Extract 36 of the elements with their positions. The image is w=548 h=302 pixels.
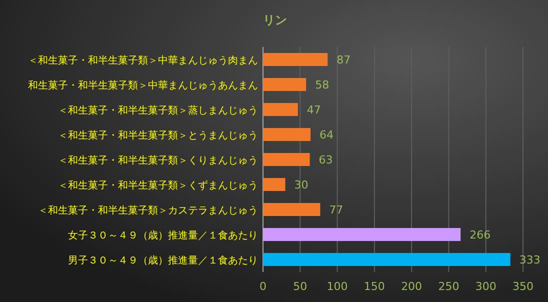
data-label: 58 (315, 78, 330, 92)
x-tick-label: 250 (438, 280, 460, 293)
y-tick-label: 男子３０～４９（歳）推進量／１食あたり (68, 254, 258, 266)
bar (263, 128, 311, 141)
y-tick-label: ＜和生菓子・和半生菓子類＞カステラまんじゅう (38, 204, 258, 216)
x-tick-label: 150 (364, 280, 385, 293)
data-label: 47 (306, 104, 321, 116)
data-label: 30 (294, 178, 308, 192)
y-tick-label: ＜和生菓子・和半生菓子類＞とうまんじゅう (58, 130, 258, 142)
chart-title: リン (263, 13, 287, 27)
x-tick-label: 50 (293, 280, 308, 293)
data-label: 266 (470, 228, 491, 242)
y-tick-label: ＜和生菓子・和半生菓子類＞くずまんじゅう (58, 180, 258, 192)
x-tick-label: 200 (401, 280, 422, 293)
y-tick-label: ＜和生菓子・和半生菓子類＞蒸しまんじゅう (58, 104, 258, 116)
x-tick-label: 100 (326, 280, 348, 293)
data-label: 63 (318, 154, 333, 166)
bar (263, 53, 328, 66)
data-label: 87 (336, 54, 351, 66)
bar (263, 203, 320, 216)
bar (263, 78, 306, 91)
bar (263, 228, 461, 241)
x-tick-label: 300 (475, 280, 496, 293)
data-label: 77 (329, 204, 344, 216)
y-tick-label: ＜和生菓子・和半生菓子類＞くりまんじゅう (58, 154, 258, 166)
data-label: 333 (519, 254, 540, 266)
x-tick-label: 350 (512, 280, 534, 293)
y-tick-label: 女子３０～４９（歳）推進量／１食あたり (68, 230, 258, 242)
bar (263, 153, 310, 166)
data-label: 64 (320, 128, 334, 142)
x-tick-label: 0 (260, 280, 266, 293)
bar (263, 103, 298, 116)
y-tick-label: 和生菓子・和半生菓子類＞中華まんじゅうあんまん (28, 80, 258, 92)
bar (263, 178, 286, 191)
y-tick-label: ＜和生菓子・和半生菓子類＞中華まんじゅう肉まん (28, 54, 258, 66)
bar (263, 253, 510, 266)
